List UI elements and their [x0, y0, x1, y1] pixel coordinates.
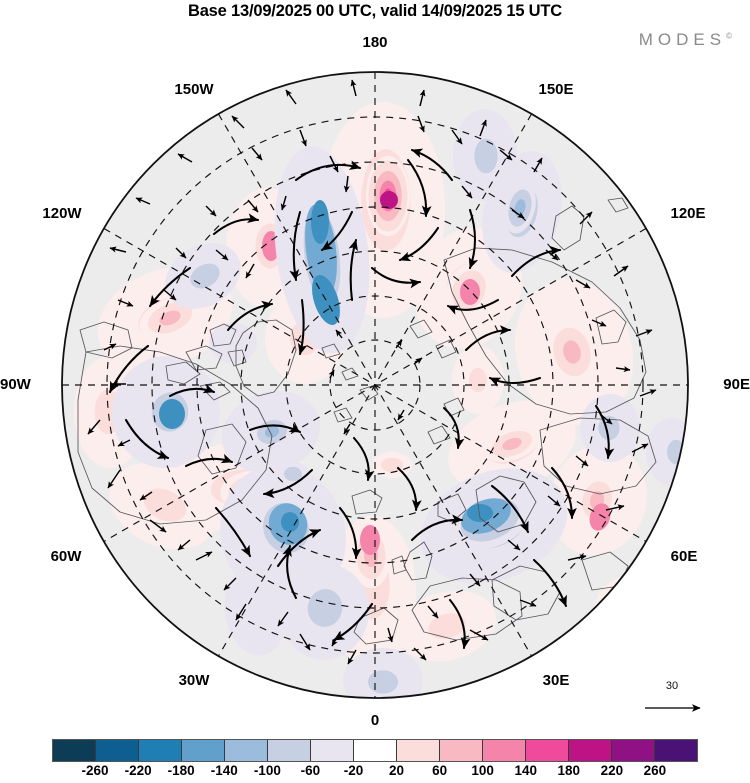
wind-vectors-strong	[108, 148, 615, 650]
logo-text: MODES	[638, 30, 727, 49]
colorbar-swatch-deep-blue	[96, 740, 139, 761]
colorbar-tick--180: -180	[167, 763, 195, 778]
colorbar-swatch-deep-magenta	[612, 740, 655, 761]
lon-label-90w: 90W	[0, 376, 31, 393]
modes-logo: MODES©	[639, 30, 732, 50]
colorbar-tick--100: -100	[253, 763, 281, 778]
colorbar-swatch-pale-pink	[397, 740, 440, 761]
reference-vector-label: 30	[665, 680, 679, 692]
lon-label-90e: 90E	[723, 376, 750, 393]
graticule	[62, 72, 688, 698]
colorbar-tick-180: 180	[557, 763, 581, 778]
wind-vectors	[87, 79, 657, 665]
lon-label-150w: 150W	[174, 81, 214, 98]
colorbar-swatch-light-pink	[440, 740, 483, 761]
colorbar-tick-100: 100	[471, 763, 494, 778]
lon-label-180: 180	[362, 34, 388, 51]
lon-label-0: 0	[370, 712, 380, 729]
colorbar-tick--260: -260	[81, 763, 109, 778]
globe-outline	[61, 71, 689, 699]
lon-label-30w: 30W	[178, 672, 210, 689]
colorbar-swatch-white	[354, 740, 397, 761]
colorbar-tick--20: -20	[343, 763, 364, 778]
colorbar-swatch-dark-navy	[53, 740, 96, 761]
lon-label-120w: 120W	[42, 205, 82, 222]
colorbar-swatch-pink	[483, 740, 526, 761]
colorbar-tick--60: -60	[300, 763, 321, 778]
lon-label-60e: 60E	[670, 548, 698, 565]
colorbar-tick-60: 60	[432, 763, 448, 778]
colorbar-swatch-blue	[139, 740, 182, 761]
colorbar-tick--220: -220	[124, 763, 152, 778]
colorbar-tick--140: -140	[210, 763, 238, 778]
colorbar-tick-140: 140	[514, 763, 537, 778]
colorbar-swatch-dark-purple	[655, 740, 697, 761]
colorbar-swatch-hot-pink	[526, 740, 569, 761]
colorbar-swatch-light-blue	[225, 740, 268, 761]
colorbar-ticks: -260 -220 -180 -140 -100 -60 -20 20 60 100 140 180 2…	[52, 763, 698, 783]
colorbar-swatch-pale-lavender	[311, 740, 354, 761]
colorbar-swatch-pale-blue-grey	[268, 740, 311, 761]
colorbar-tick-20: 20	[389, 763, 405, 778]
colorbar-tick-260: 260	[643, 763, 667, 778]
colorbar	[52, 739, 698, 762]
page-title: Base 13/09/2025 00 UTC, valid 14/09/2025…	[187, 2, 562, 20]
lon-label-150e: 150E	[538, 81, 574, 98]
lon-label-60w: 60W	[50, 548, 82, 565]
logo-copyright-mark: ©	[726, 31, 732, 41]
lon-label-120e: 120E	[670, 205, 706, 222]
lon-label-30e: 30E	[542, 672, 570, 689]
colorbar-swatch-magenta	[569, 740, 612, 761]
colorbar-swatch-medium-blue	[182, 740, 225, 761]
colorbar-tick-220: 220	[600, 763, 624, 778]
